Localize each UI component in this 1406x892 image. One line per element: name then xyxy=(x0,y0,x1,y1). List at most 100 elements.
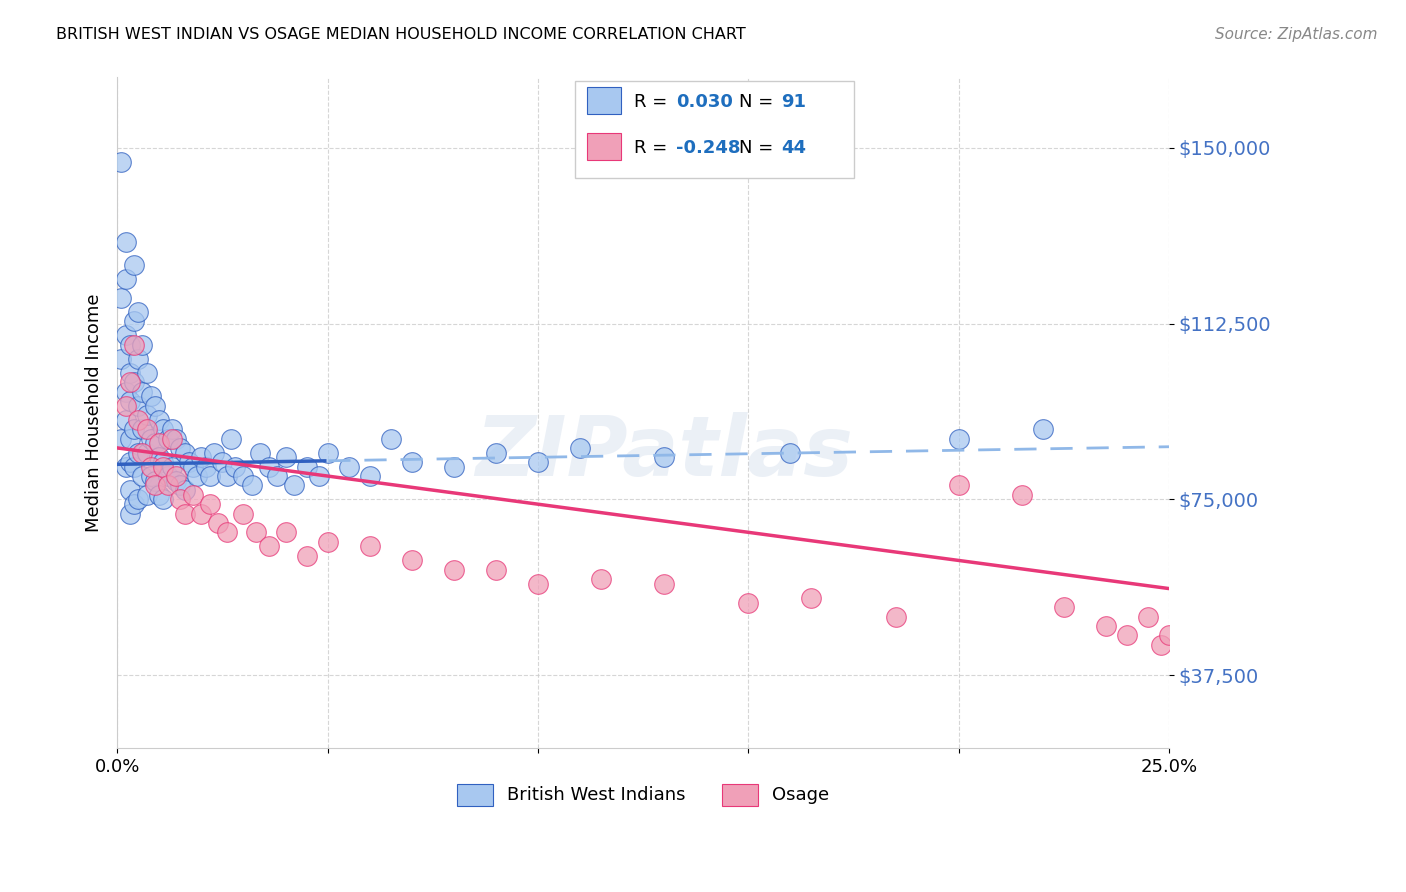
Point xyxy=(443,459,465,474)
Point xyxy=(337,459,360,474)
Point xyxy=(169,441,191,455)
Point xyxy=(295,459,318,474)
Point xyxy=(359,469,381,483)
Point xyxy=(266,469,288,483)
Point xyxy=(207,516,229,530)
Point xyxy=(114,399,136,413)
Point xyxy=(737,596,759,610)
Point xyxy=(114,459,136,474)
Point xyxy=(181,488,204,502)
Point xyxy=(122,337,145,351)
Point xyxy=(143,478,166,492)
Point xyxy=(1053,600,1076,615)
Point xyxy=(245,525,267,540)
Text: 91: 91 xyxy=(780,94,806,112)
Point xyxy=(114,413,136,427)
Point xyxy=(152,422,174,436)
Point xyxy=(135,488,157,502)
Point xyxy=(114,272,136,286)
Point xyxy=(1032,422,1054,436)
Point xyxy=(110,351,132,366)
Point xyxy=(122,459,145,474)
Point xyxy=(118,376,141,390)
Point xyxy=(110,432,132,446)
Point xyxy=(152,492,174,507)
FancyBboxPatch shape xyxy=(588,133,621,160)
Point xyxy=(198,469,221,483)
Point xyxy=(224,459,246,474)
Point xyxy=(131,445,153,459)
Point xyxy=(169,478,191,492)
Y-axis label: Median Household Income: Median Household Income xyxy=(86,293,103,532)
Point xyxy=(135,422,157,436)
Text: N =: N = xyxy=(740,94,773,112)
Text: BRITISH WEST INDIAN VS OSAGE MEDIAN HOUSEHOLD INCOME CORRELATION CHART: BRITISH WEST INDIAN VS OSAGE MEDIAN HOUS… xyxy=(56,27,747,42)
Point xyxy=(177,455,200,469)
Point xyxy=(127,351,149,366)
Point xyxy=(122,497,145,511)
Point xyxy=(527,455,550,469)
Point xyxy=(165,469,187,483)
Point xyxy=(1095,619,1118,633)
Point xyxy=(800,591,823,605)
Point xyxy=(257,540,280,554)
Point xyxy=(380,432,402,446)
Text: 44: 44 xyxy=(780,139,806,157)
Point xyxy=(156,432,179,446)
Point xyxy=(527,577,550,591)
Point xyxy=(127,305,149,319)
Point xyxy=(274,525,297,540)
Point xyxy=(118,483,141,497)
Point xyxy=(143,399,166,413)
Point xyxy=(169,492,191,507)
Point xyxy=(148,488,170,502)
Point xyxy=(591,572,613,586)
Point xyxy=(219,432,242,446)
Point xyxy=(131,469,153,483)
Text: Source: ZipAtlas.com: Source: ZipAtlas.com xyxy=(1215,27,1378,42)
Point xyxy=(114,328,136,343)
Point xyxy=(118,337,141,351)
Point xyxy=(143,474,166,488)
Point xyxy=(118,366,141,380)
FancyBboxPatch shape xyxy=(575,81,853,178)
Point xyxy=(401,455,423,469)
Point xyxy=(1116,628,1139,642)
Point xyxy=(186,469,208,483)
Point xyxy=(118,507,141,521)
Point xyxy=(215,525,238,540)
Point xyxy=(122,422,145,436)
Point xyxy=(127,399,149,413)
Point xyxy=(173,507,195,521)
Point xyxy=(156,478,179,492)
Point xyxy=(110,291,132,305)
Point xyxy=(139,469,162,483)
Point xyxy=(122,258,145,272)
Point xyxy=(135,366,157,380)
Point xyxy=(152,455,174,469)
Point xyxy=(316,445,339,459)
Point xyxy=(652,577,675,591)
Point xyxy=(173,483,195,497)
Point xyxy=(143,436,166,450)
Point xyxy=(232,469,254,483)
Text: 0.030: 0.030 xyxy=(676,94,733,112)
Point xyxy=(316,534,339,549)
Point xyxy=(485,563,508,577)
Point xyxy=(884,609,907,624)
Text: N =: N = xyxy=(740,139,773,157)
Point xyxy=(127,413,149,427)
Point xyxy=(114,384,136,399)
Point xyxy=(131,384,153,399)
Point xyxy=(211,455,233,469)
Point xyxy=(122,376,145,390)
Point xyxy=(190,450,212,465)
Point xyxy=(127,445,149,459)
Point xyxy=(359,540,381,554)
Point xyxy=(160,422,183,436)
Point xyxy=(1159,628,1181,642)
Point xyxy=(1150,638,1173,652)
Point xyxy=(779,445,801,459)
Legend: British West Indians, Osage: British West Indians, Osage xyxy=(450,776,837,813)
FancyBboxPatch shape xyxy=(588,87,621,114)
